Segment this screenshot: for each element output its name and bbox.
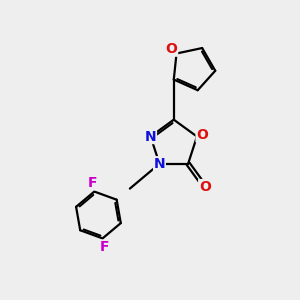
Text: F: F	[99, 240, 109, 254]
Text: N: N	[145, 130, 156, 143]
Text: O: O	[166, 42, 178, 56]
Text: O: O	[199, 180, 211, 194]
Text: O: O	[196, 128, 208, 142]
Text: N: N	[154, 157, 165, 171]
Text: F: F	[88, 176, 98, 190]
